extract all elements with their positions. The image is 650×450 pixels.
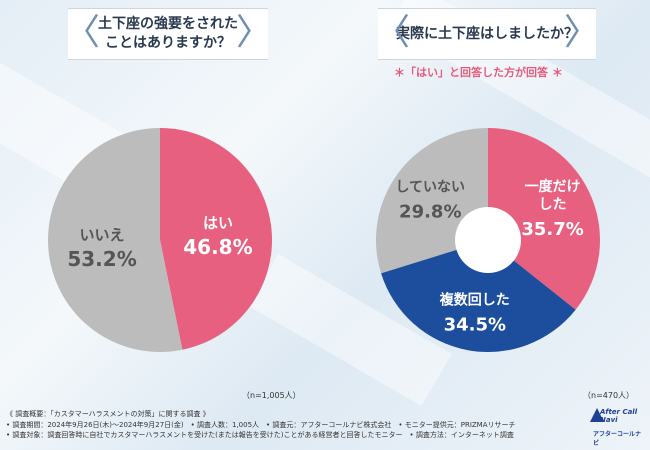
footer-line1: 《 調査概要：「カスタマーハラスメントの対策」に関する調査 》 <box>6 410 210 418</box>
company-logo: After Call Navi アフターコールナビ <box>590 406 646 447</box>
left-bracket-icon: 〈 <box>64 12 101 53</box>
right-question-text: 実際に土下座はしましたか？ <box>396 25 578 42</box>
left-question-line1: 土下座の強要をされた <box>98 16 238 32</box>
footer-line3: • 調査対象：調査回答時に自社でカスタマーハラスメントを受けた(または報告を受け… <box>6 431 514 439</box>
right-question-box: 〈 実際に土下座はしましたか？ 〉 <box>374 8 600 60</box>
right-bracket-icon: 〉 <box>235 12 272 53</box>
footer-line2: • 調査期間：2024年9月26日(木)～2024年9月27日(金) • 調査人… <box>6 420 516 429</box>
logo-line2: アフターコールナビ <box>593 431 642 447</box>
slice-label: 複数回した <box>439 291 510 308</box>
slice-label: していない <box>395 180 465 196</box>
logo-line1: After Call Navi <box>600 408 638 424</box>
right-bracket-icon: 〉 <box>563 12 600 53</box>
slice-label: いいえ <box>80 226 125 244</box>
slice-value: 29.8% <box>399 202 461 223</box>
left-question-text: 土下座の強要をされた ことはありますか？ <box>98 15 238 53</box>
left-question-box: 〈 土下座の強要をされた ことはありますか？ 〉 <box>64 8 272 60</box>
logo-mark-icon <box>590 408 604 422</box>
slice-value: 46.8% <box>183 235 252 259</box>
left-bracket-icon: 〈 <box>374 12 411 53</box>
slice-label: はい <box>203 214 233 232</box>
slice-label: 一度だけ <box>525 178 581 195</box>
right-sample-size: （n=470人） <box>583 391 635 400</box>
slice-value: 34.5% <box>444 314 506 335</box>
left-sample-size: （n=1,005人） <box>242 391 301 400</box>
respondent-note: ＊「はい」と回答した方が回答 ＊ <box>394 66 563 79</box>
slice-label: した <box>539 197 567 213</box>
donut-slice-1 <box>381 240 576 352</box>
pie-chart-left: はい 46.8% いいえ 53.2% <box>48 128 273 352</box>
pie-slice-0 <box>160 128 273 350</box>
pie-slice-1 <box>48 128 183 352</box>
donut-hole <box>455 207 521 273</box>
left-question-line2: ことはありますか？ <box>105 35 231 51</box>
slice-value: 35.7% <box>521 219 583 240</box>
survey-footer: 《 調査概要：「カスタマーハラスメントの対策」に関する調査 》 • 調査期間：2… <box>6 409 516 441</box>
slice-value: 53.2% <box>67 247 136 271</box>
donut-slice-0 <box>488 128 601 310</box>
